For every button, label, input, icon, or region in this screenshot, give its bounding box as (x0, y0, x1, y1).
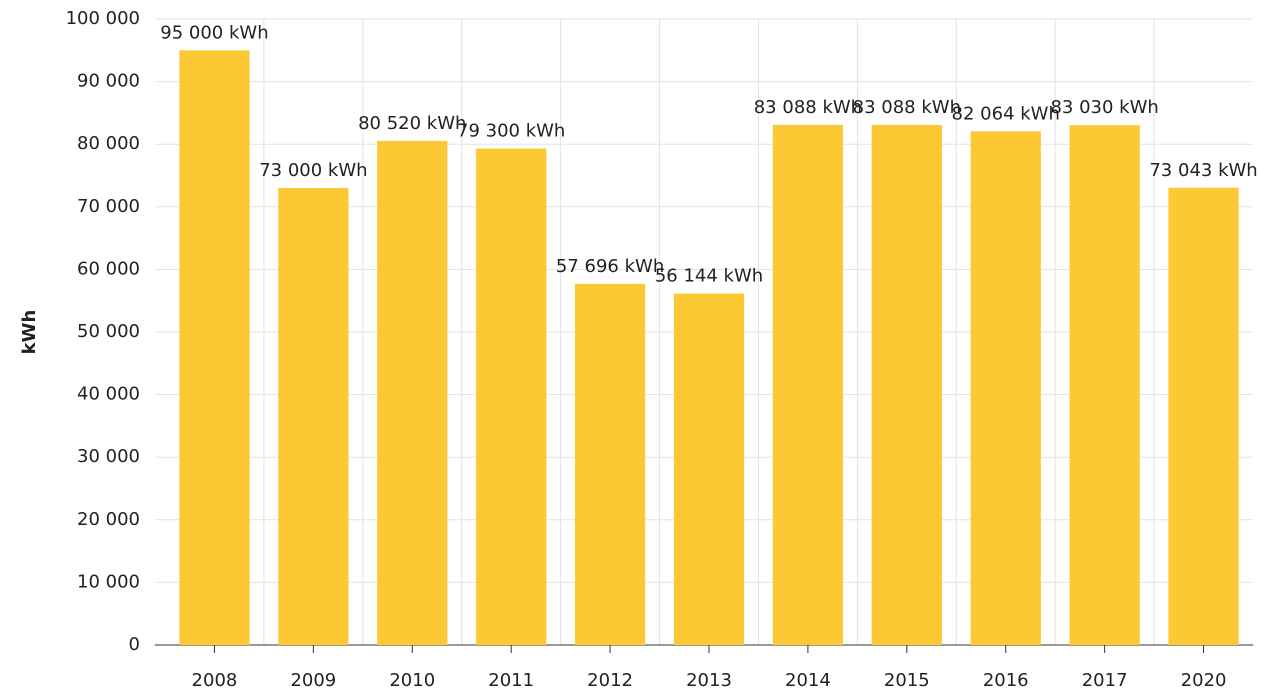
value-label: 57 696 kWh (556, 256, 664, 277)
y-tick-label: 90 000 (77, 71, 140, 92)
bar (574, 283, 646, 645)
x-tick-label: 2017 (1082, 670, 1128, 691)
bar (179, 50, 250, 646)
y-tick-label: 40 000 (77, 384, 140, 405)
value-label: 80 520 kWh (358, 113, 466, 134)
x-tick-label: 2020 (1181, 670, 1227, 691)
x-tick-label: 2011 (488, 670, 534, 691)
y-tick-label: 30 000 (77, 446, 140, 467)
x-tick-label: 2009 (290, 670, 336, 691)
x-tick-label: 2014 (785, 670, 831, 691)
y-tick-label: 20 000 (77, 509, 140, 530)
bar (772, 124, 844, 645)
y-tick-label: 100 000 (66, 8, 140, 29)
value-label: 56 144 kWh (655, 266, 763, 287)
x-tick-label: 2015 (884, 670, 930, 691)
x-tick-label: 2013 (686, 670, 732, 691)
value-label: 83 030 kWh (1050, 97, 1158, 118)
y-tick-label: 10 000 (77, 571, 140, 592)
bar (377, 140, 448, 645)
bar (1069, 125, 1140, 646)
value-label: 73 043 kWh (1149, 160, 1257, 181)
x-tick-label: 2010 (389, 670, 435, 691)
bar (970, 131, 1041, 645)
bar (476, 148, 547, 645)
x-tick-label: 2012 (587, 670, 633, 691)
bar (673, 293, 745, 645)
value-label: 83 088 kWh (754, 97, 862, 118)
x-tick-label: 2008 (192, 670, 238, 691)
y-tick-label: 70 000 (77, 196, 140, 217)
value-label: 82 064 kWh (952, 103, 1060, 124)
value-label: 95 000 kWh (160, 22, 268, 43)
y-tick-label: 60 000 (77, 258, 140, 279)
value-label: 79 300 kWh (457, 121, 565, 142)
x-tick-label: 2016 (983, 670, 1029, 691)
value-label: 73 000 kWh (259, 160, 367, 181)
bar (1168, 187, 1239, 645)
bar (871, 124, 942, 645)
y-axis-label: kWh (19, 310, 40, 355)
y-tick-label: 50 000 (77, 321, 140, 342)
y-tick-label: 80 000 (77, 133, 140, 154)
bar (278, 188, 349, 645)
value-label: 83 088 kWh (853, 97, 961, 118)
y-tick-label: 0 (129, 634, 140, 655)
